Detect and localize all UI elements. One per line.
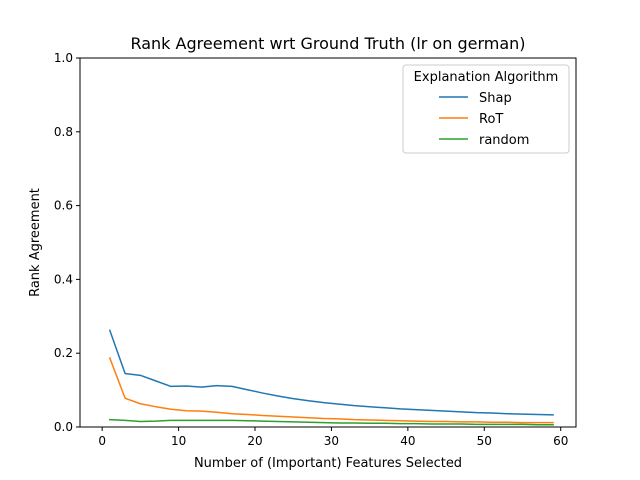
x-tick-label: 0 [98,434,106,448]
y-tick-label: 0.2 [54,346,73,360]
y-tick-label: 0.4 [54,272,73,286]
x-tick-label: 30 [324,434,339,448]
x-tick-label: 40 [400,434,415,448]
chart-title: Rank Agreement wrt Ground Truth (lr on g… [130,34,525,53]
legend-label-rot: RoT [479,112,503,127]
legend-box [402,64,570,154]
legend-items: Shap RoT random [439,91,529,148]
legend-label-random: random [479,133,529,148]
y-tick-label: 0.6 [54,199,73,213]
series-line-shap [108,329,554,416]
y-tick-label: 0.0 [54,420,73,434]
legend-label-shap: Shap [479,91,512,106]
x-tick-label: 60 [553,434,568,448]
legend-title: Explanation Algorithm [414,70,559,85]
y-tick-label: 1.0 [54,51,73,65]
x-tick-label: 20 [247,434,262,448]
x-tick-label: 50 [477,434,492,448]
series-line-rot [108,357,554,424]
y-axis-label: Rank Agreement [28,188,43,297]
x-axis-label: Number of (Important) Features Selected [194,456,462,471]
x-tick-label: 10 [171,434,186,448]
plot-series [108,329,554,426]
series-line-random [109,418,554,426]
y-tick-label: 0.8 [54,125,73,139]
legend: Explanation Algorithm Shap RoT random [402,64,570,154]
y-axis: 0.0 0.2 0.4 0.6 0.8 1.0 [54,51,80,434]
x-axis: 0 10 20 30 40 50 60 [98,427,568,448]
plot-frame [79,57,577,428]
